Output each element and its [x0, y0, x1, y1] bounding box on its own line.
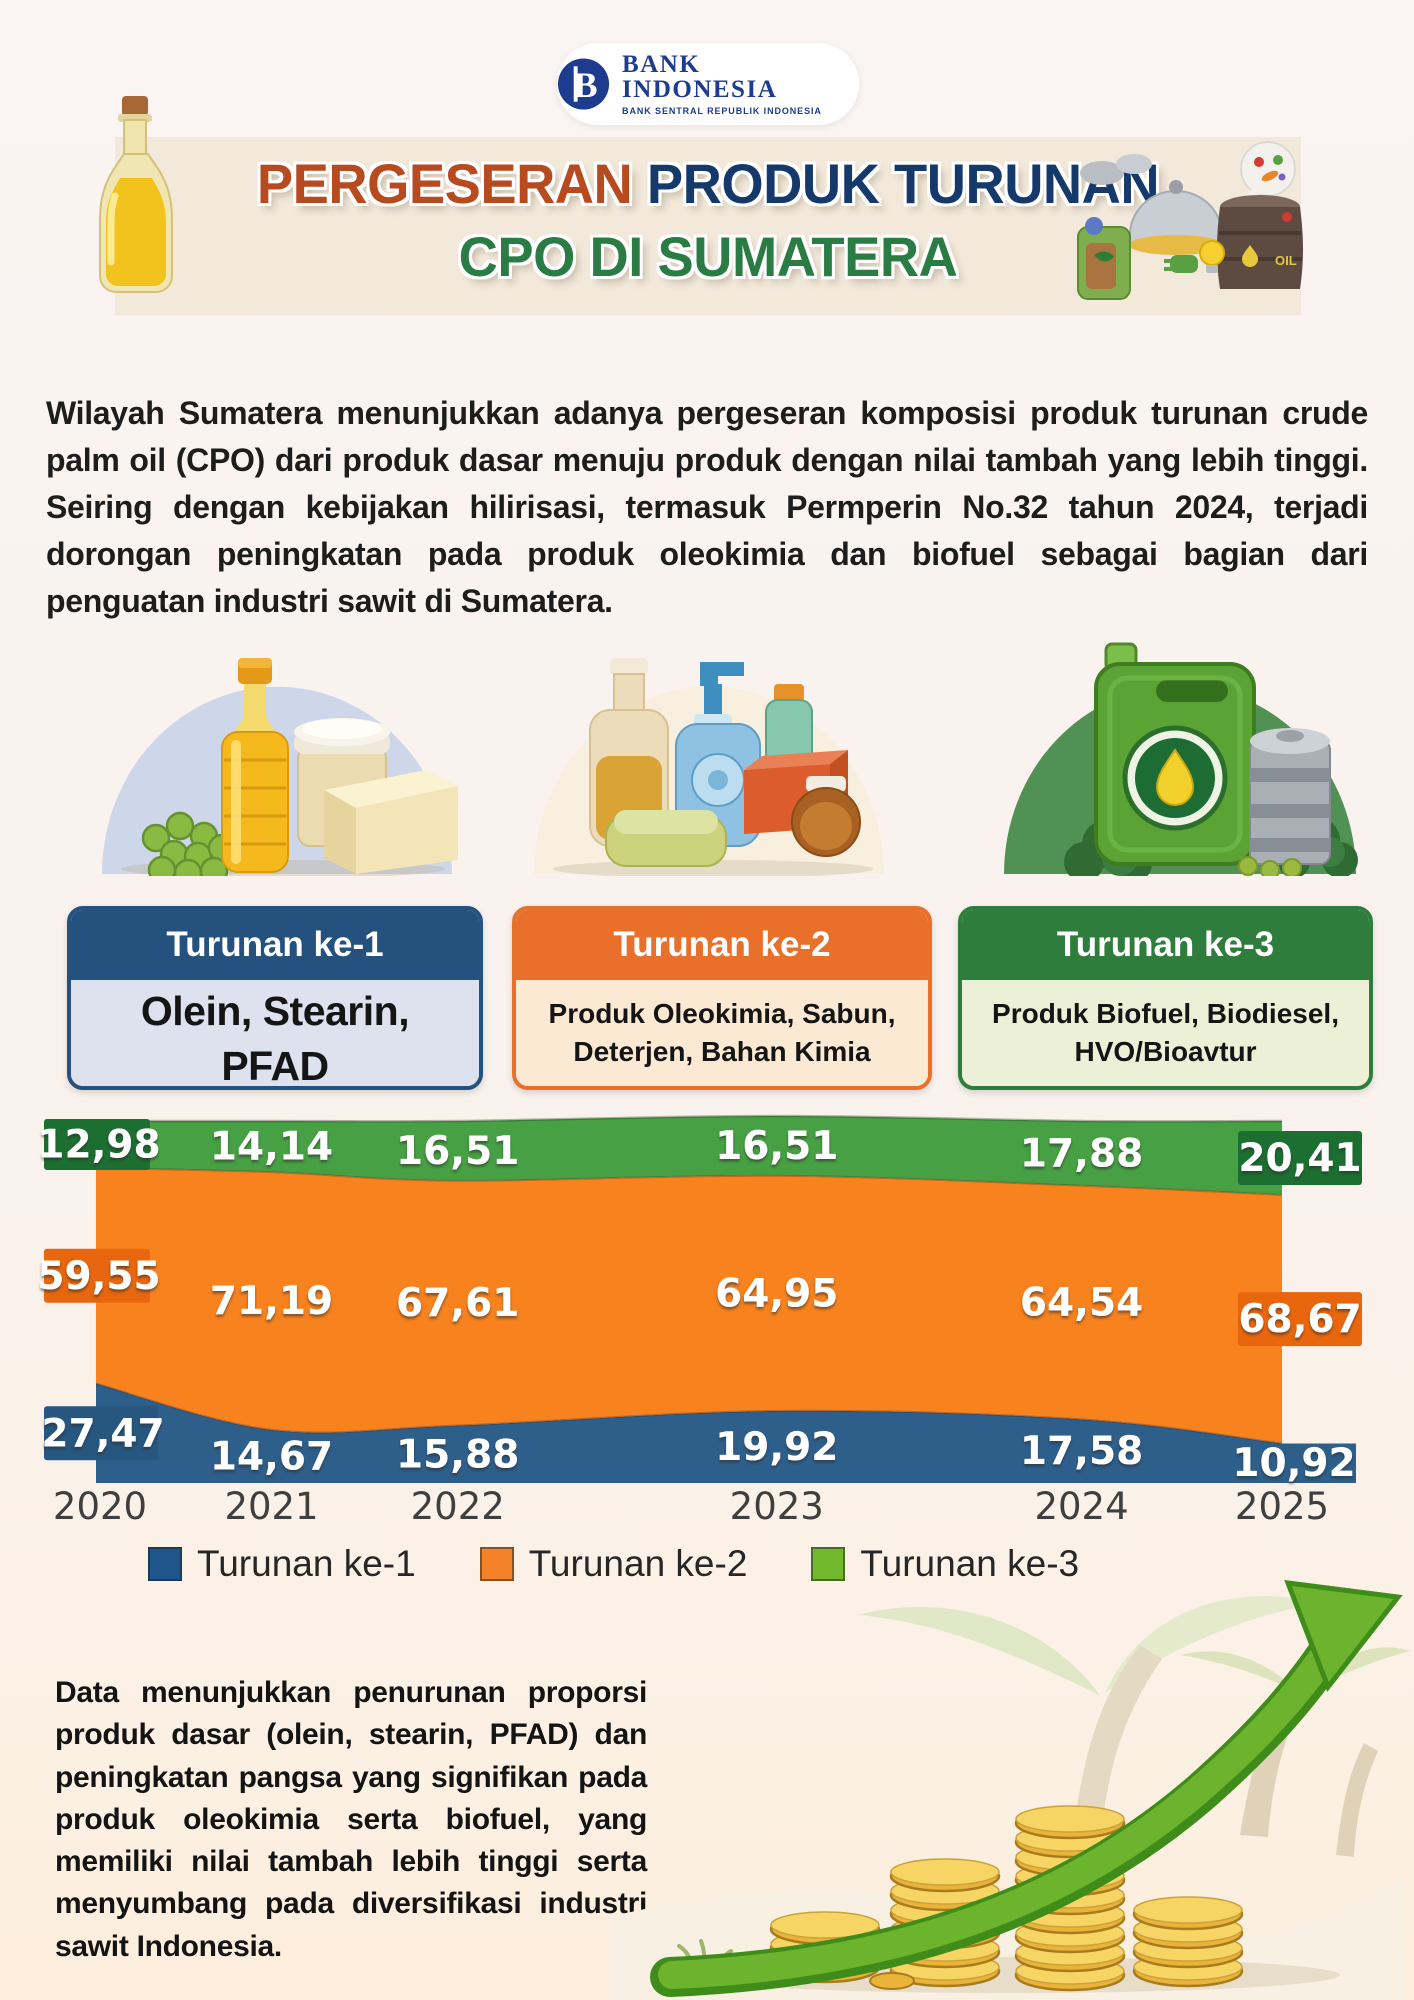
chart-value-label: 64,95	[715, 1271, 838, 1316]
chart-year-label: 2020	[53, 1485, 147, 1528]
card-body: Olein, Stearin, PFAD	[71, 980, 479, 1086]
chart-value-label: 17,58	[1020, 1429, 1143, 1474]
chart-value-label: 16,51	[396, 1129, 519, 1174]
chart-value-label: 64,54	[1020, 1281, 1143, 1326]
olive-fruits	[1238, 856, 1302, 876]
chart-value-label: 20,41	[1238, 1136, 1361, 1181]
cooking-oil-bottle	[221, 658, 289, 873]
outro-paragraph: Data menunjukkan penurunan proporsi prod…	[55, 1676, 647, 1963]
chart-value-label: 15,88	[396, 1432, 519, 1477]
chart-legend: Turunan ke-1 Turunan ke-2 Turunan ke-3	[148, 1543, 1079, 1585]
cpo-derivative-share-chart: 12,98 59,55 27,47 14,14 71,19 14,67 16,51 67,61…	[37, 1114, 1362, 1528]
metal-canister	[1249, 728, 1331, 865]
chart-year-label: 2022	[411, 1485, 505, 1528]
biofuel-products-illustration	[1004, 642, 1358, 876]
biofuel-jerrycan	[1094, 642, 1256, 866]
chart-value-label: 67,61	[396, 1281, 519, 1326]
card-title: Turunan ke-3	[962, 910, 1369, 980]
chart-value-label: 16,51	[715, 1124, 838, 1169]
bank-monogram-icon: B	[557, 58, 610, 110]
chart-x-axis-labels: 2020 2021 2022 2023 2024 2025	[53, 1485, 1329, 1528]
card-title: Turunan ke-2	[516, 910, 928, 980]
chart-bands	[44, 1114, 1362, 1483]
coin-stacks	[769, 1804, 1244, 1992]
title-line2: CPO DI SUMATERA	[458, 224, 958, 288]
card-body: Produk Biofuel, Biodiesel, HVO/Bioavtur	[962, 980, 1369, 1086]
basic-products-illustration	[102, 658, 458, 876]
legend-item-turunan-2: Turunan ke-2	[479, 1543, 748, 1585]
chart-year-label: 2023	[730, 1485, 824, 1528]
oleochemical-products-illustration	[534, 658, 884, 876]
card-title: Turunan ke-1	[71, 910, 479, 980]
chart-value-label: 71,19	[210, 1279, 333, 1324]
title-rest: PRODUK TURUNAN	[632, 152, 1160, 215]
intro-paragraph: Wilayah Sumatera menunjukkan adanya perg…	[46, 395, 1368, 620]
legend-label: Turunan ke-2	[528, 1543, 748, 1584]
derivative-card-3: Turunan ke-3 Produk Biofuel, Biodiesel, …	[958, 906, 1373, 1090]
chart-value-label: 14,67	[210, 1434, 333, 1479]
legend-swatch-green	[811, 1547, 846, 1581]
oil-bottle-icon	[99, 96, 173, 293]
legend-swatch-blue	[148, 1547, 182, 1581]
derivative-card-1: Turunan ke-1 Olein, Stearin, PFAD	[67, 906, 483, 1090]
legend-swatch-orange	[479, 1547, 514, 1581]
growth-arrow	[650, 1579, 1403, 1997]
chart-value-label: 59,55	[37, 1254, 160, 1299]
chart-year-label: 2024	[1034, 1485, 1128, 1528]
card-body: Produk Oleokimia, Sabun, Deterjen, Bahan…	[516, 980, 928, 1086]
chart-year-label: 2025	[1235, 1485, 1329, 1528]
chart-value-label: 14,14	[210, 1125, 333, 1170]
chart-value-label: 10,92	[1232, 1441, 1355, 1486]
legend-label: Turunan ke-3	[860, 1543, 1080, 1584]
growth-coins-arrow-illustration	[610, 1579, 1410, 2000]
legend-label: Turunan ke-1	[197, 1543, 416, 1584]
bank-subtitle: BANK SENTRAL REPUBLIK INDONESIA	[622, 106, 822, 116]
oil-processing-icon: OIL	[1077, 141, 1303, 300]
chart-value-label: 68,67	[1238, 1297, 1361, 1342]
legend-item-turunan-1: Turunan ke-1	[148, 1543, 416, 1585]
legend-item-turunan-3: Turunan ke-3	[811, 1543, 1079, 1585]
amber-jar	[791, 776, 861, 857]
bank-name: BANK INDONESIA	[622, 51, 778, 103]
derivative-card-2: Turunan ke-2 Produk Oleokimia, Sabun, De…	[512, 906, 932, 1090]
chart-year-label: 2021	[224, 1485, 318, 1528]
title-accent: PERGESERAN	[256, 152, 633, 215]
svg-text:OIL: OIL	[1275, 253, 1297, 268]
page-title: PERGESERAN PRODUK TURUNAN CPO DI SUMATER…	[133, 148, 1283, 294]
stearin-block	[324, 770, 458, 874]
chart-value-label: 19,92	[715, 1425, 838, 1470]
chart-value-labels: 12,98 59,55 27,47 14,14 71,19 14,67 16,51 67,61…	[37, 1122, 1361, 1486]
chart-value-label: 17,88	[1020, 1131, 1143, 1176]
chart-value-label: 12,98	[37, 1122, 160, 1167]
soap-bar	[605, 810, 727, 867]
bank-indonesia-logo: B BANK INDONESIA BANK SENTRAL REPUBLIK I…	[557, 43, 859, 125]
chart-value-label: 27,47	[41, 1411, 164, 1456]
